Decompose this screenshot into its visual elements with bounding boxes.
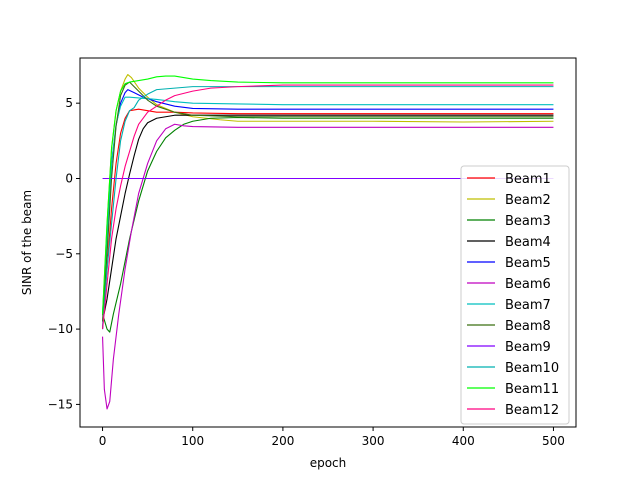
series-line-beam3 [102,116,554,333]
x-tick-label: 0 [99,434,107,448]
x-tick-label: 500 [542,434,565,448]
series-line-beam10 [102,86,554,330]
legend-label: Beam2 [505,193,551,208]
y-tick-label: 0 [65,171,73,185]
x-tick-label: 100 [181,434,204,448]
y-tick-label: −5 [55,247,73,261]
y-tick-label: 5 [65,96,73,110]
series-line-beam12 [102,84,554,330]
series-line-beam4 [102,114,554,322]
legend-label: Beam3 [505,214,551,229]
legend-label: Beam5 [505,256,551,271]
legend: Beam1 Beam2 Beam3 Beam4 Beam5 Beam6 Beam7 Beam8… [460,165,570,425]
legend-label: Beam1 [505,172,551,187]
legend-label: Beam10 [505,361,559,376]
legend-label: Beam12 [505,403,559,418]
x-axis-ticks: 0 100 200 300 400 500 [99,427,565,448]
x-tick-label: 200 [271,434,294,448]
axes-frame [79,57,577,428]
x-axis-title: epoch [310,456,347,470]
y-tick-label: −10 [48,322,73,336]
legend-label: Beam9 [505,340,551,355]
series-layer [102,74,554,410]
x-tick-label: 300 [362,434,385,448]
y-axis-ticks: −15 −10 −5 0 5 [48,96,80,411]
legend-label: Beam7 [505,298,551,313]
y-axis-title: SINR of the beam [20,190,34,295]
y-tick-label: −15 [48,397,73,411]
x-tick-label: 400 [452,434,475,448]
series-line-beam8 [102,81,554,322]
series-line-beam11 [102,75,554,315]
legend-box [460,165,570,425]
series-line-beam6 [102,123,554,410]
legend-label: Beam8 [505,319,551,334]
legend-label: Beam4 [505,235,551,250]
legend-label: Beam11 [505,382,559,397]
legend-label: Beam6 [505,277,551,292]
